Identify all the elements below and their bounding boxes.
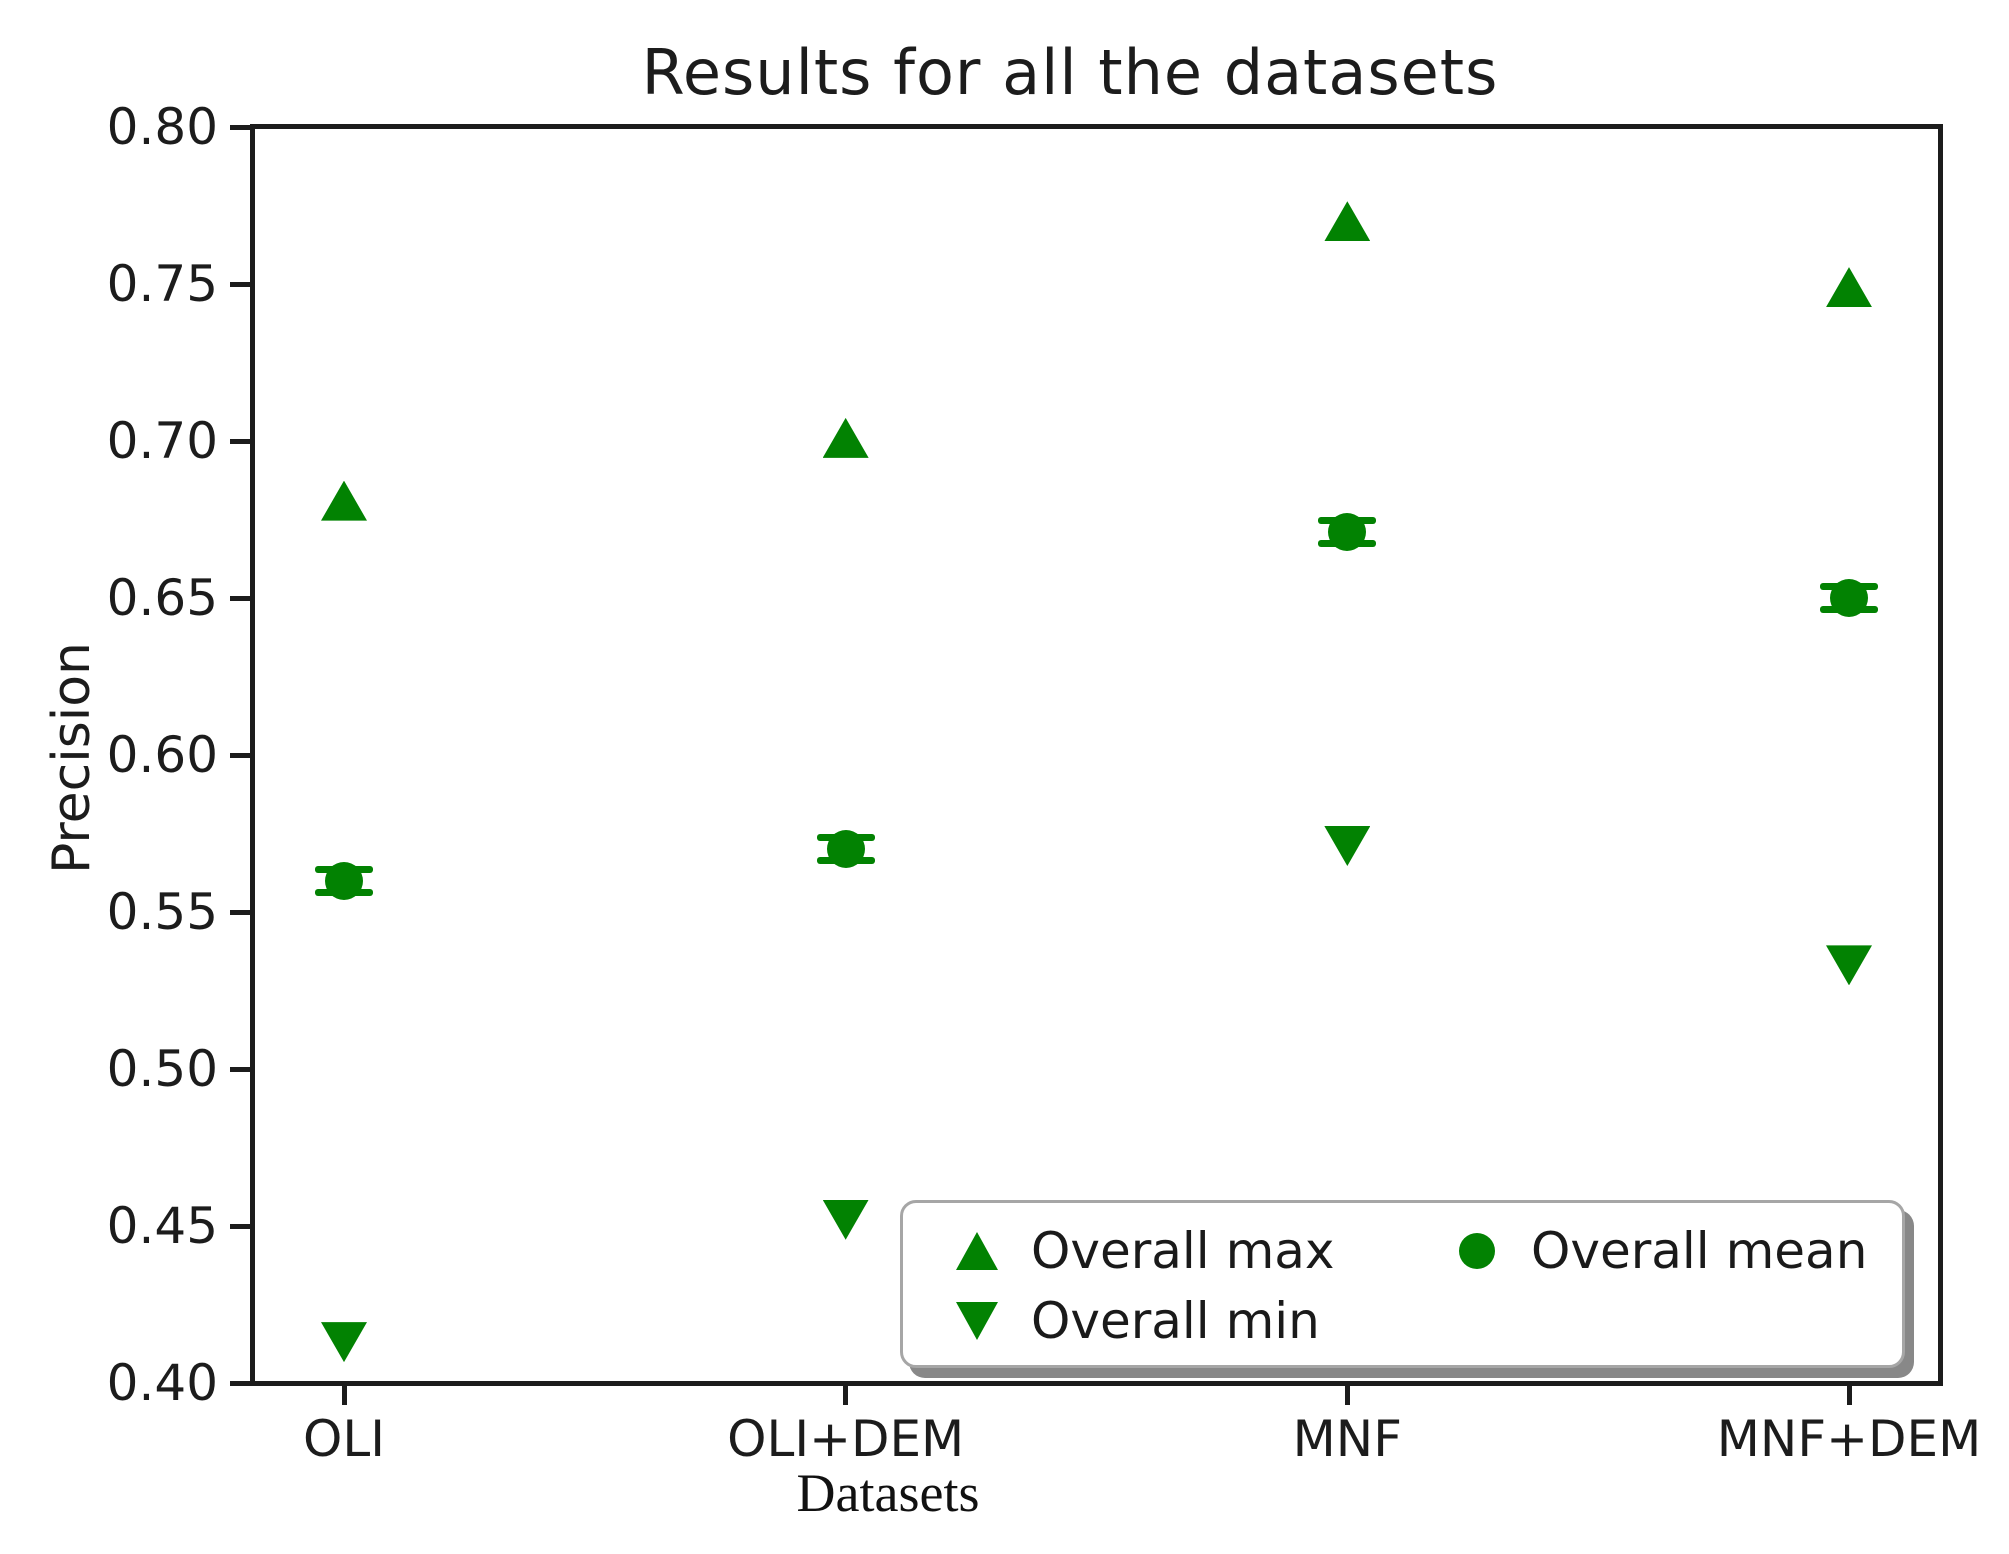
mean-circle [1328, 513, 1367, 552]
data-point-max [321, 480, 367, 521]
y-tick-label: 0.75 [106, 255, 218, 313]
x-tick-label: OLI+DEM [727, 1410, 965, 1468]
triangle-down-icon [955, 1302, 999, 1340]
y-tick-label: 0.40 [106, 1354, 218, 1412]
y-tick-label: 0.55 [106, 883, 218, 941]
x-tick-label: MNF [1292, 1410, 1402, 1468]
y-tick-mark [230, 595, 252, 601]
x-axis-label: Datasets [796, 1463, 980, 1523]
y-tick-mark [230, 124, 252, 130]
legend-item-overall-max: Overall max [955, 1217, 1335, 1285]
data-point-mean [1318, 509, 1377, 555]
legend-label: Overall max [1031, 1222, 1335, 1280]
legend-item-overall-min: Overall min [955, 1287, 1320, 1355]
data-point-mean [315, 858, 373, 904]
data-point-max [1324, 201, 1371, 242]
legend-item-overall-mean: Overall mean [1455, 1217, 1867, 1285]
chart-title: Results for all the datasets [641, 36, 1499, 109]
data-point-mean [816, 826, 875, 872]
y-tick-label: 0.45 [106, 1197, 218, 1255]
x-tick-mark [1344, 1383, 1350, 1405]
y-tick-mark [230, 909, 252, 915]
y-tick-mark [230, 752, 252, 758]
circle-icon [1455, 1233, 1499, 1269]
y-tick-mark [230, 1380, 252, 1386]
mean-circle [1830, 579, 1868, 617]
x-tick-mark [843, 1383, 849, 1405]
y-tick-mark [230, 1066, 252, 1072]
legend-label: Overall min [1031, 1292, 1320, 1350]
data-point-min [1324, 826, 1371, 867]
data-point-min [822, 1199, 869, 1240]
data-point-mean [1820, 575, 1878, 621]
mean-circle [325, 861, 363, 900]
y-tick-label: 0.70 [106, 412, 218, 470]
mean-circle [826, 830, 865, 869]
x-tick-label: OLI [303, 1410, 385, 1468]
legend-box: Overall max Overall min Overall mean [900, 1200, 1905, 1368]
triangle-up-icon [955, 1232, 999, 1270]
data-point-min [321, 1322, 367, 1363]
y-tick-label: 0.50 [106, 1040, 218, 1098]
plot-border [250, 124, 1943, 1386]
y-tick-mark [230, 1223, 252, 1229]
data-point-max [1826, 267, 1872, 308]
x-tick-mark [341, 1383, 347, 1405]
y-tick-label: 0.80 [106, 98, 218, 156]
plot-area [253, 127, 1940, 1383]
y-tick-mark [230, 281, 252, 287]
x-tick-mark [1846, 1383, 1852, 1405]
y-tick-label: 0.65 [106, 569, 218, 627]
y-tick-label: 0.60 [106, 726, 218, 784]
legend-label: Overall mean [1531, 1222, 1868, 1280]
data-point-max [822, 417, 869, 458]
x-tick-label: MNF+DEM [1716, 1410, 1982, 1468]
data-point-min [1826, 945, 1872, 986]
y-tick-mark [230, 438, 252, 444]
